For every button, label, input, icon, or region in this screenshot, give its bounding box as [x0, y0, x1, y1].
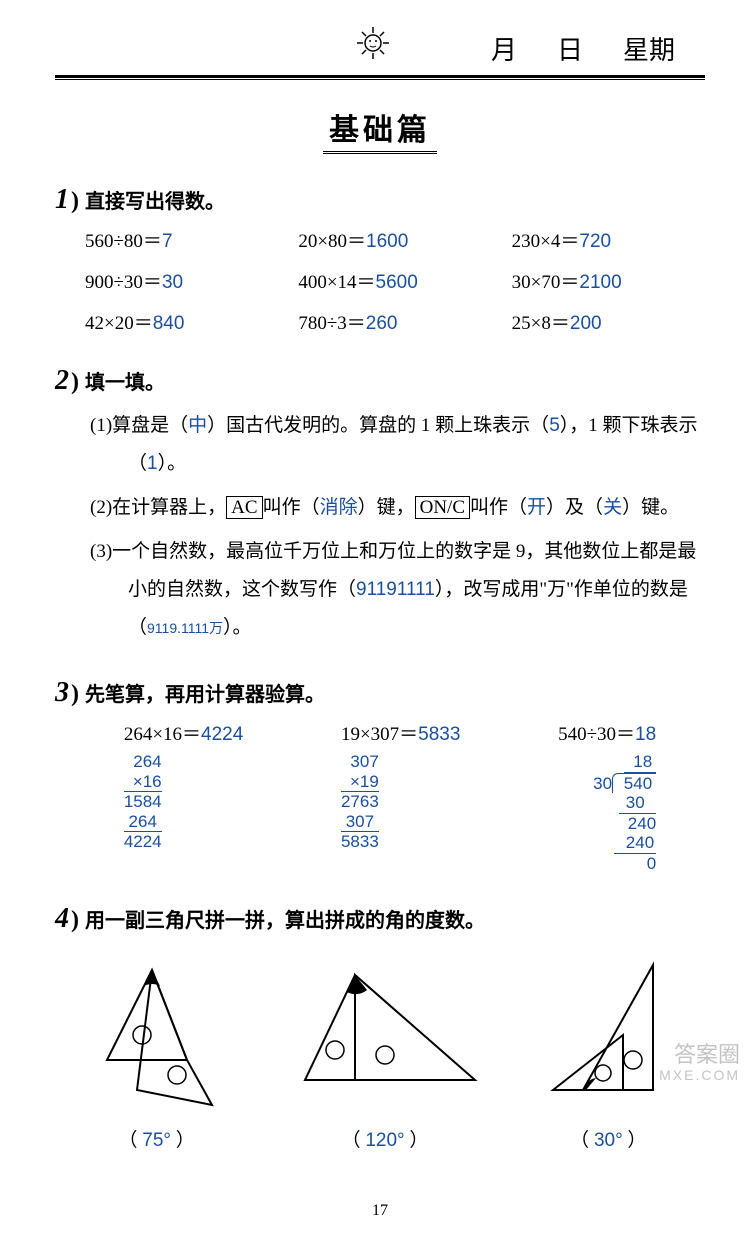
fill-item-1: (1)算盘是（中）国古代发明的。算盘的 1 颗上珠表示（5），1 颗下珠表示（1… — [90, 407, 705, 483]
problem-title: 先笔算，再用计算器验算。 — [85, 678, 325, 707]
calc-grid: 560÷80＝7 20×80＝1600 230×4＝720 900÷30＝30 400×… — [55, 226, 705, 335]
problem-number: 2) — [55, 365, 79, 397]
watermark: 答案圈 MXE.COM — [659, 1043, 740, 1083]
problem-3: 3) 先笔算，再用计算器验算。 264×16＝4224 264 ×1615842… — [55, 677, 705, 873]
page-header: 月 日 星期 — [55, 30, 705, 67]
fill-item-2: (2)在计算器上，AC叫作（消除）键，ON/C叫作（开）及（关）键。 — [90, 489, 705, 527]
calc-item: 900÷30＝30 — [85, 267, 278, 294]
header-month: 月 — [491, 30, 517, 67]
calc-item: 560÷80＝7 — [85, 226, 278, 253]
triangle-figure-1: （ 75° ） — [82, 960, 232, 1152]
problem-title: 用一副三角尺拼一拼，算出拼成的角的度数。 — [85, 904, 485, 933]
vcalc-2: 19×307＝5833 307 ×192763307 5833 — [341, 719, 461, 873]
problem-1: 1) 直接写出得数。 560÷80＝7 20×80＝1600 230×4＝720 90… — [55, 184, 705, 335]
calc-item: 20×80＝1600 — [298, 226, 491, 253]
calc-item: 400×14＝5600 — [298, 267, 491, 294]
triangle-figure-3: （ 30° ） — [538, 960, 678, 1152]
problem-title: 直接写出得数。 — [85, 185, 225, 214]
triangle-figures: （ 75° ） （ 120° ） — [55, 945, 705, 1152]
header-weekday: 星期 — [623, 30, 675, 67]
vertical-calc-row: 264×16＝4224 264 ×161584264 4224 19×307＝5… — [55, 719, 705, 873]
boxed-key: ON/C — [415, 496, 470, 519]
header-day: 日 — [557, 30, 583, 67]
calc-item: 30×70＝2100 — [512, 267, 705, 294]
problem-4: 4) 用一副三角尺拼一拼，算出拼成的角的度数。 （ 75° ） — [55, 903, 705, 1152]
calc-item: 25×8＝200 — [512, 308, 705, 335]
calc-item: 780÷3＝260 — [298, 308, 491, 335]
fill-item-3: (3)一个自然数，最高位千万位上和万位上的数字是 9，其他数位上都是最小的自然数… — [90, 533, 705, 647]
problem-number: 3) — [55, 677, 79, 709]
vcalc-3: 540÷30＝18 1830 540 30 240 240 0 — [558, 719, 656, 873]
fill-list: (1)算盘是（中）国古代发明的。算盘的 1 颗上珠表示（5），1 颗下珠表示（1… — [55, 407, 705, 647]
problem-2: 2) 填一填。 (1)算盘是（中）国古代发明的。算盘的 1 颗上珠表示（5），1… — [55, 365, 705, 647]
sun-icon — [355, 25, 391, 68]
problem-number: 4) — [55, 903, 79, 935]
header-rule — [55, 75, 705, 80]
section-title: 基础篇 — [55, 105, 705, 149]
problem-number: 1) — [55, 184, 79, 216]
calc-item: 230×4＝720 — [512, 226, 705, 253]
boxed-key: AC — [226, 496, 262, 519]
page-number: 17 — [55, 1202, 705, 1220]
triangle-figure-2: （ 120° ） — [285, 960, 485, 1152]
vcalc-1: 264×16＝4224 264 ×161584264 4224 — [124, 719, 244, 873]
problem-title: 填一填。 — [85, 366, 165, 395]
calc-item: 42×20＝840 — [85, 308, 278, 335]
